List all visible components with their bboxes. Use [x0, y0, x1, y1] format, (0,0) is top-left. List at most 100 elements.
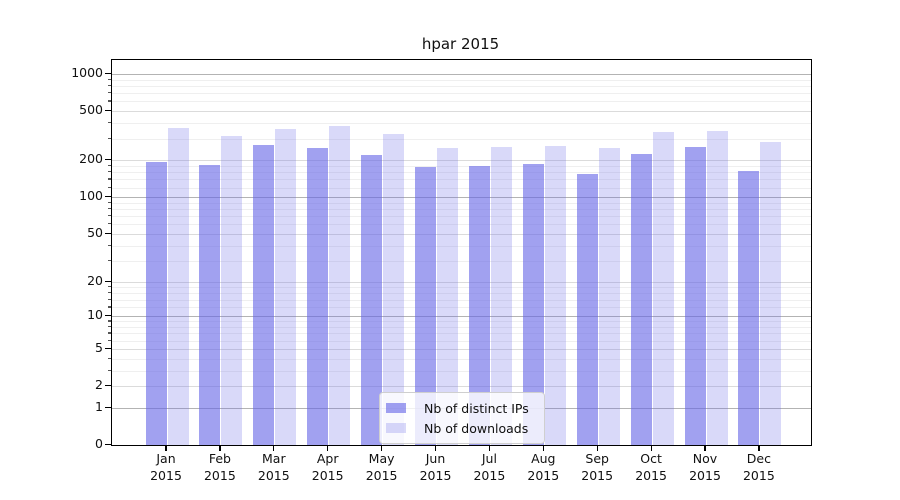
gridline-minor-4 [112, 358, 811, 360]
ytick-label-5: 5 [95, 339, 103, 355]
gridline-minor-300 [112, 138, 811, 140]
legend-label-downloads: Nb of downloads [424, 420, 529, 436]
bar-distinct-ips-apr [307, 148, 329, 445]
ytick-mark-minor-90 [108, 201, 111, 204]
xtick-mark-apr [327, 445, 329, 451]
gridline-minor-8 [112, 327, 811, 328]
xtick-year: 2015 [581, 468, 614, 483]
xtick-mark-sep [596, 445, 598, 451]
gridline-minor-180 [112, 165, 811, 167]
ytick-mark-0 [105, 444, 111, 446]
gridline-minor-70 [112, 216, 811, 218]
ytick-mark-10 [105, 315, 111, 317]
legend-entry-distinct-ips: Nb of distinct IPs [386, 398, 536, 418]
xtick-year: 2015 [473, 468, 506, 483]
ytick-mark-minor-80 [108, 208, 111, 210]
xtick-year: 2015 [311, 468, 344, 483]
ytick-mark-minor-7 [108, 332, 111, 334]
gridline-minor-140 [112, 179, 811, 181]
gridline-minor-700 [112, 93, 811, 95]
xtick-year: 2015 [365, 468, 398, 483]
ytick-mark-minor-40 [108, 244, 111, 246]
xtick-month: Jan [156, 451, 176, 466]
xtick-label-aug: Aug 2015 [513, 450, 573, 484]
gridline-minor-90 [112, 202, 811, 204]
gridline-minor-18 [112, 286, 811, 288]
ytick-label-20: 20 [87, 272, 103, 288]
xtick-year: 2015 [527, 468, 560, 483]
ytick-mark-20 [105, 280, 111, 282]
gridline-2 [112, 386, 811, 387]
gridline-50 [112, 233, 811, 235]
bar-downloads-aug [544, 146, 566, 445]
xtick-mark-mar [273, 445, 275, 451]
bar-distinct-ips-oct [630, 153, 652, 445]
bar-downloads-nov [706, 130, 728, 445]
gridline-minor-14 [112, 299, 811, 301]
plot-area [111, 59, 812, 446]
ytick-mark-minor-6 [108, 339, 111, 341]
chart-title: hpar 2015 [421, 35, 500, 53]
legend-entry-downloads: Nb of downloads [386, 418, 536, 438]
gridline-minor-40 [112, 245, 811, 247]
ytick-mark-2 [105, 385, 111, 387]
legend: Nb of distinct IPs Nb of downloads [379, 392, 545, 444]
xtick-mark-dec [758, 445, 760, 451]
xtick-label-dec: Dec 2015 [729, 450, 789, 484]
xtick-year: 2015 [419, 468, 452, 483]
gridline-1000 [112, 74, 811, 75]
gridline-minor-16 [112, 292, 811, 294]
xtick-mark-jan [165, 445, 167, 451]
ytick-mark-minor-12 [108, 306, 111, 308]
xtick-year: 2015 [257, 468, 290, 483]
gridline-20 [112, 281, 811, 283]
legend-swatch-downloads [386, 423, 406, 433]
bar-downloads-dec [760, 141, 782, 445]
ytick-mark-100 [105, 196, 111, 198]
xtick-month: May [368, 451, 395, 466]
xtick-mark-feb [219, 445, 221, 451]
ytick-label-500: 500 [79, 102, 103, 118]
xtick-month: Nov [692, 451, 718, 466]
ytick-mark-minor-900 [108, 78, 111, 80]
gridline-minor-12 [112, 307, 811, 309]
xtick-label-apr: Apr 2015 [298, 450, 358, 484]
ytick-mark-50 [105, 232, 111, 235]
xtick-label-oct: Oct 2015 [621, 450, 681, 484]
xtick-month: Dec [746, 451, 771, 466]
gridline-minor-160 [112, 172, 811, 174]
ytick-mark-minor-8 [108, 326, 111, 328]
ytick-label-1000: 1000 [71, 65, 103, 80]
ytick-mark-minor-16 [108, 291, 111, 294]
bar-downloads-oct [652, 131, 674, 445]
xtick-year: 2015 [689, 468, 721, 483]
gridline-minor-6 [112, 340, 811, 342]
ytick-mark-minor-700 [108, 92, 111, 94]
ytick-label-2: 2 [95, 377, 103, 392]
xtick-label-feb: Feb 2015 [190, 450, 250, 484]
ytick-label-10: 10 [87, 307, 103, 323]
xtick-year: 2015 [742, 468, 775, 483]
xtick-month: Jul [481, 451, 497, 466]
xtick-label-jan: Jan 2015 [136, 450, 196, 484]
gridline-200 [112, 160, 811, 162]
ytick-mark-minor-160 [108, 171, 111, 173]
ytick-mark-minor-600 [108, 100, 111, 102]
xtick-month: Sep [585, 451, 609, 466]
ytick-mark-minor-120 [108, 186, 111, 188]
ytick-mark-minor-60 [108, 223, 111, 225]
gridline-minor-9 [112, 321, 811, 323]
ytick-mark-1 [105, 406, 111, 409]
bar-distinct-ips-nov [684, 147, 706, 445]
legend-swatch-distinct-ips [386, 403, 406, 413]
ytick-mark-200 [105, 159, 111, 161]
bar-downloads-mar [275, 128, 297, 445]
xtick-mark-may [381, 445, 383, 451]
xtick-month: Mar [262, 451, 286, 466]
gridline-minor-600 [112, 101, 811, 103]
xtick-year: 2015 [150, 468, 182, 483]
bar-distinct-ips-may [361, 154, 383, 445]
gridline-minor-60 [112, 224, 811, 226]
gridline-500 [112, 111, 811, 113]
